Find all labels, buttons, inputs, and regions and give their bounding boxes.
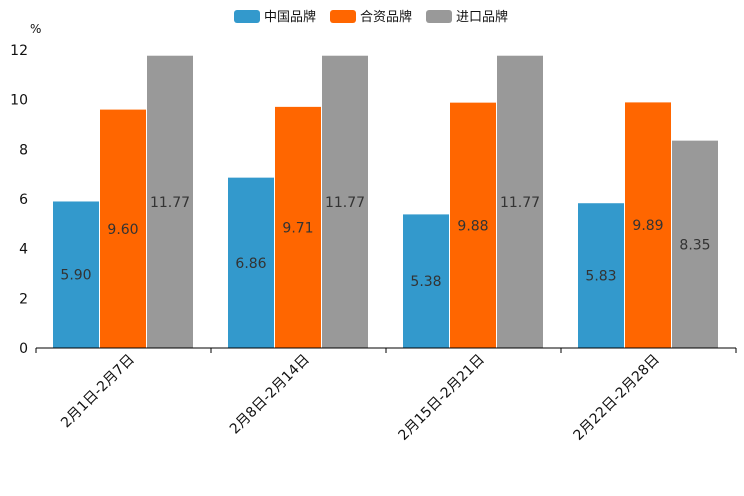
y-tick-label: 6 [19, 192, 28, 208]
bar-value-label: 9.89 [632, 218, 663, 234]
y-tick-label: 10 [10, 93, 28, 109]
bar-group: 6.86 9.71 11.77 [228, 55, 368, 348]
y-tick-label: 2 [19, 291, 28, 307]
bar-value-label: 5.38 [410, 274, 441, 290]
bar [53, 201, 99, 348]
bar-value-label: 9.60 [107, 222, 138, 238]
bar-value-label: 5.90 [60, 268, 91, 284]
legend-label: 中国品牌 [264, 9, 316, 25]
x-category-label: 2月1日-2月7日 [58, 352, 138, 432]
bar [403, 214, 449, 348]
bar-value-label: 8.35 [679, 237, 710, 253]
bar-value-label: 11.77 [325, 195, 365, 211]
bar-value-label: 11.77 [150, 195, 190, 211]
legend: 中国品牌 合资品牌 进口品牌 [234, 9, 508, 25]
bar [147, 55, 193, 348]
bar [100, 109, 146, 348]
legend-swatch [330, 10, 356, 23]
x-axis: 2月1日-2月7日 2月8日-2月14日 2月15日-2月21日 2月22日-2月28… [35, 347, 737, 444]
bar [497, 55, 543, 348]
bar [450, 102, 496, 348]
bar-group: 5.90 9.60 11.77 [53, 55, 193, 348]
legend-label: 进口品牌 [456, 9, 508, 25]
y-axis: 0 2 4 6 8 10 12 [10, 43, 28, 357]
legend-swatch [426, 10, 452, 23]
bar-group: 5.38 9.88 11.77 [403, 55, 543, 348]
x-category-label: 2月22日-2月28日 [571, 352, 663, 444]
legend-swatch [234, 10, 260, 23]
bar-value-label: 6.86 [235, 256, 266, 272]
legend-item: 中国品牌 [234, 9, 316, 25]
x-category-label: 2月8日-2月14日 [227, 352, 313, 438]
bar-group: 5.83 9.89 8.35 [578, 102, 718, 348]
bars: 5.909.6011.776.869.7111.775.389.8811.775… [53, 55, 718, 348]
bar [578, 203, 624, 348]
y-axis-unit-label: % [30, 22, 41, 36]
legend-item: 合资品牌 [330, 9, 412, 25]
legend-item: 进口品牌 [426, 9, 508, 25]
bar [672, 140, 718, 348]
x-category-label: 2月15日-2月21日 [396, 352, 488, 444]
bar-value-label: 9.88 [457, 218, 488, 234]
legend-label: 合资品牌 [360, 9, 412, 25]
bar [322, 55, 368, 348]
y-tick-label: 4 [19, 242, 28, 258]
bar [275, 106, 321, 348]
bar-value-label: 11.77 [500, 195, 540, 211]
bar [228, 177, 274, 348]
bar-value-label: 5.83 [585, 269, 616, 285]
bar-value-label: 9.71 [282, 220, 313, 236]
y-tick-label: 8 [19, 142, 28, 158]
bar [625, 102, 671, 348]
y-tick-label: 12 [10, 43, 28, 59]
y-tick-label: 0 [19, 341, 28, 357]
